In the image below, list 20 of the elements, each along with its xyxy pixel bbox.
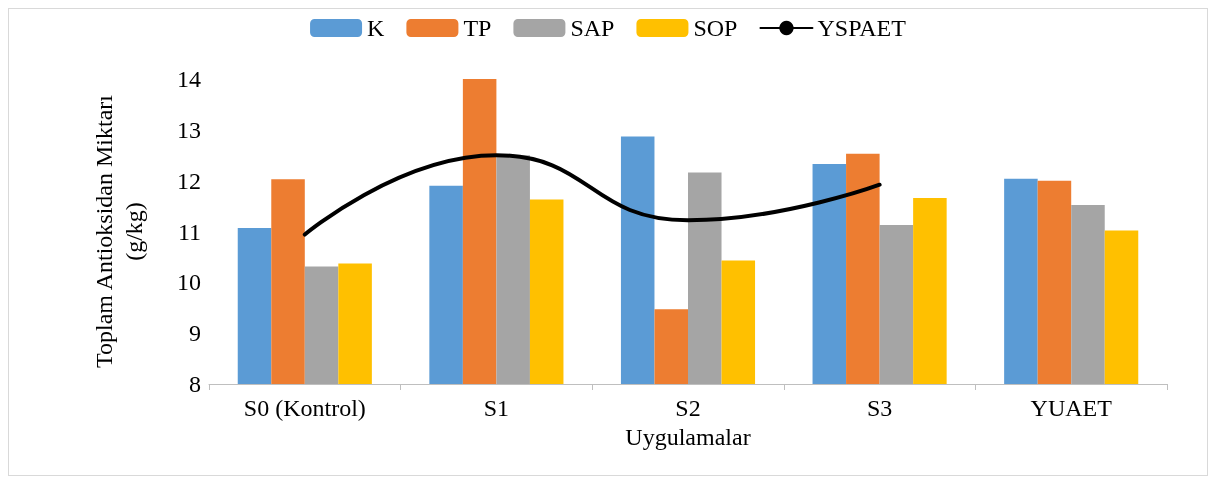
x-tick-label: S1 — [483, 395, 510, 421]
x-axis-title: Uygulamalar — [625, 423, 751, 450]
legend-label: SAP — [570, 15, 615, 41]
y-tick-label: 10 — [177, 269, 201, 296]
y-axis-title: Toplam Antioksidan Miktarı (g/kg) — [91, 94, 147, 368]
y-tick-label: 11 — [177, 218, 201, 245]
y-tick-label: 12 — [177, 167, 201, 194]
x-tick-label: S3 — [866, 395, 893, 421]
x-tick-label: YUAET — [1030, 395, 1113, 421]
x-tick-label: S2 — [675, 395, 701, 421]
y-tick-label: 13 — [177, 116, 201, 143]
line-series — [302, 153, 882, 237]
y-tick-label: 14 — [177, 66, 201, 92]
x-tick-label: S0 (Kontrol) — [243, 395, 366, 421]
y-tick-label: 8 — [189, 371, 201, 397]
legend-label: K — [367, 15, 386, 41]
legend-label: TP — [463, 15, 492, 41]
legend-label: YSPAET — [817, 15, 907, 41]
legend-label: SOP — [693, 15, 738, 41]
y-tick-label: 9 — [189, 320, 201, 347]
